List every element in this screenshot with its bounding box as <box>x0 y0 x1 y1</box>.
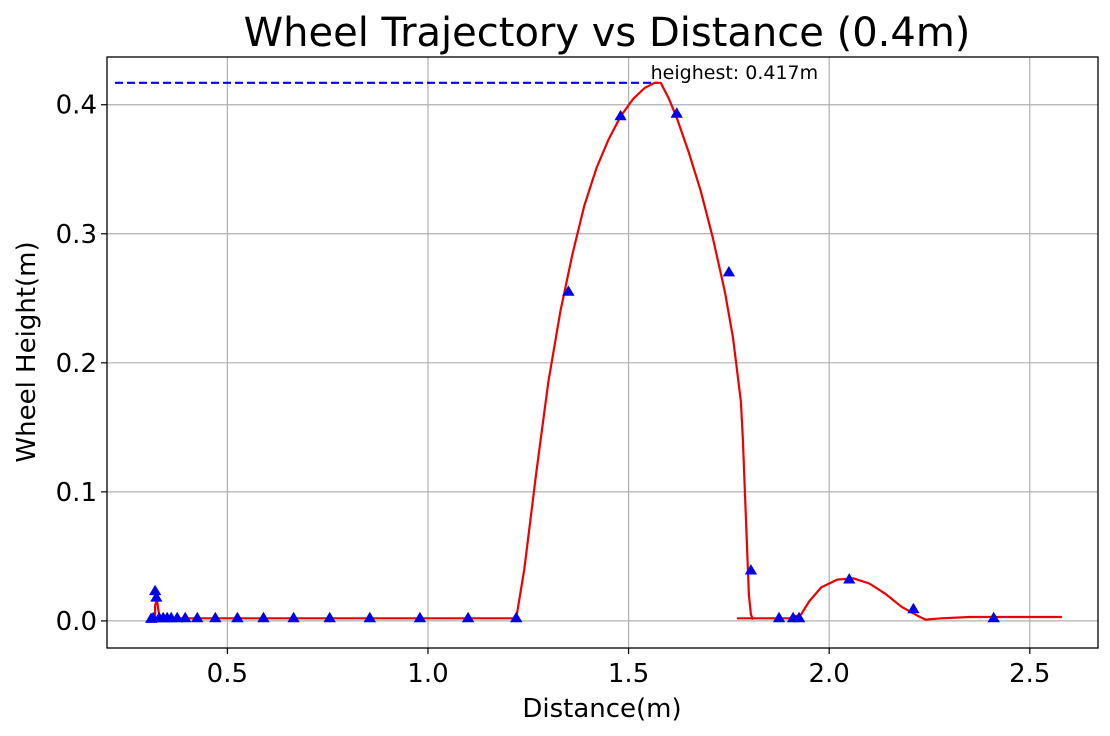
x-tick-label: 1.5 <box>608 659 649 689</box>
data-point-marker <box>413 611 427 623</box>
grid <box>107 57 1098 648</box>
y-tick-label: 0.4 <box>56 91 97 121</box>
data-point-marker <box>179 611 192 623</box>
trajectory-line <box>736 577 1062 621</box>
y-tick-label: 0.0 <box>56 607 97 637</box>
trajectory-line <box>150 81 755 622</box>
x-tick-label: 2.0 <box>809 659 850 689</box>
data-point-marker <box>843 573 856 584</box>
x-axis: 0.5 1.0 1.5 2.0 2.5 <box>207 648 1050 689</box>
data-point-marker <box>323 611 336 623</box>
plot-frame <box>106 56 1099 649</box>
data-point-marker <box>792 611 806 623</box>
data-point-marker <box>287 611 300 623</box>
data-point-marker <box>461 611 475 623</box>
data-point-marker <box>149 584 162 596</box>
data-point-marker <box>257 611 270 623</box>
data-point-marker <box>907 602 920 614</box>
data-point-marker <box>510 611 523 623</box>
data-point-marker <box>722 266 736 277</box>
chart-title: Wheel Trajectory vs Distance (0.4m) <box>244 10 971 56</box>
data-point-marker <box>191 611 204 623</box>
data-point-marker <box>363 611 376 623</box>
y-tick-label: 0.2 <box>56 349 97 379</box>
x-axis-label: Distance(m) <box>522 694 681 724</box>
data-point-marker <box>171 611 184 623</box>
y-tick-label: 0.3 <box>56 220 97 250</box>
data-point-marker <box>209 611 222 623</box>
data-point-marker <box>614 109 627 121</box>
peak-annotation: heighest: 0.417m <box>651 62 819 84</box>
y-tick-label: 0.1 <box>56 478 97 508</box>
data-point-marker <box>670 107 683 118</box>
data-point-marker <box>231 611 244 623</box>
marker-layer <box>145 107 1000 623</box>
y-axis-label: Wheel Height(m) <box>12 241 42 462</box>
x-tick-label: 1.0 <box>407 659 448 689</box>
data-point-marker <box>987 611 1000 623</box>
y-axis: 0.0 0.1 0.2 0.3 0.4 <box>56 91 107 637</box>
data-point-marker <box>744 564 758 575</box>
data-point-marker <box>150 591 163 602</box>
x-tick-label: 2.5 <box>1009 659 1050 689</box>
trajectory-layer <box>150 81 1062 622</box>
data-point-marker <box>562 285 575 296</box>
data-point-marker <box>772 611 786 623</box>
x-tick-label: 0.5 <box>207 659 248 689</box>
